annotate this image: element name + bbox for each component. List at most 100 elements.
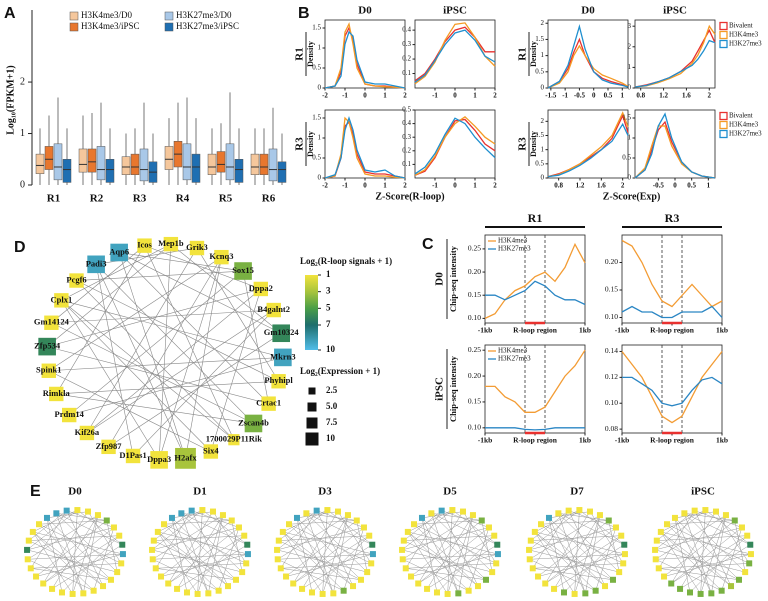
plot-frame — [621, 344, 723, 434]
edge — [589, 511, 624, 564]
edge — [426, 514, 474, 590]
edge — [27, 514, 99, 560]
series-line — [634, 24, 716, 88]
node — [582, 590, 589, 597]
edge — [532, 563, 624, 569]
edge — [447, 515, 474, 595]
box — [121, 156, 131, 175]
edge — [441, 510, 479, 587]
edge — [530, 535, 622, 541]
edge — [528, 527, 617, 551]
node — [616, 569, 623, 576]
node — [107, 576, 114, 583]
node — [408, 573, 415, 580]
edge — [421, 517, 459, 594]
edge — [407, 509, 453, 533]
edge — [51, 309, 274, 324]
node — [94, 512, 101, 519]
node — [369, 541, 376, 548]
edge — [196, 247, 279, 382]
node — [526, 556, 533, 563]
node — [27, 565, 34, 572]
node — [565, 507, 572, 514]
x-tick-label: 1.6 — [682, 92, 691, 100]
edge — [282, 531, 354, 587]
legend-label: H3K27me3 — [729, 40, 762, 48]
node-label: Gm10324 — [264, 327, 300, 337]
node — [87, 255, 105, 274]
node — [137, 238, 152, 253]
node — [335, 508, 342, 515]
y-tick-label: 1.5 — [535, 131, 544, 139]
node — [38, 337, 56, 356]
node — [364, 569, 371, 576]
node — [713, 508, 720, 515]
box — [164, 146, 174, 170]
box — [225, 143, 235, 181]
x-tick-label: R2 — [90, 193, 104, 205]
node — [728, 583, 735, 590]
node — [424, 585, 431, 592]
node — [110, 243, 128, 262]
edge — [282, 509, 328, 533]
edge — [35, 553, 124, 577]
node — [225, 583, 232, 590]
edge — [95, 264, 186, 459]
x-tick-label: 0.5 — [687, 182, 696, 190]
legend-label: H3K27me3 — [729, 130, 762, 138]
node — [43, 514, 50, 521]
x-tick-label: -2 — [322, 92, 328, 100]
series-line — [622, 376, 723, 407]
edge — [191, 510, 229, 587]
node-label: Zscan4b — [238, 417, 269, 427]
node — [188, 507, 195, 514]
node — [652, 546, 659, 553]
edge — [68, 270, 244, 416]
edge — [530, 510, 569, 541]
node-label: Kcnq3 — [209, 251, 233, 261]
edge — [61, 300, 160, 461]
y-tick-label: 1 — [318, 44, 322, 52]
node — [681, 510, 688, 517]
edge — [553, 544, 625, 590]
plot-frame — [634, 109, 716, 179]
edge — [660, 531, 732, 587]
y-tick-label: 0.5 — [535, 67, 544, 75]
node — [266, 302, 281, 318]
series-line — [547, 113, 629, 178]
node — [344, 512, 351, 519]
node — [529, 565, 536, 572]
node-label: Padi3 — [86, 258, 107, 268]
size-legend-square — [306, 417, 318, 429]
edge — [76, 280, 279, 382]
edge — [558, 513, 609, 521]
node — [368, 560, 375, 567]
y-axis-label: Chip-seq intensity — [448, 245, 458, 312]
node — [232, 576, 239, 583]
box — [78, 148, 88, 173]
node — [149, 546, 156, 553]
edge — [153, 510, 192, 541]
y-tick-label: 0.20 — [468, 267, 481, 276]
node — [747, 541, 754, 548]
node — [313, 507, 320, 514]
edge — [181, 513, 243, 573]
y-tick-label: 0.08 — [605, 424, 618, 433]
node — [290, 580, 297, 587]
node — [40, 580, 47, 587]
node — [54, 293, 69, 308]
y-axis-label: Density — [529, 41, 538, 67]
box — [268, 148, 278, 182]
column-title: D0 — [358, 5, 372, 17]
edge — [51, 544, 123, 590]
node — [215, 587, 222, 594]
colorbar-label: 7 — [326, 319, 331, 329]
node — [286, 521, 293, 528]
edge — [176, 544, 248, 590]
y-tick-label: 0.1 — [402, 160, 411, 168]
y-tick-label: 1.5 — [312, 24, 321, 32]
series-line — [414, 29, 496, 83]
y-tick-label: 1 — [541, 51, 545, 59]
node — [174, 585, 181, 592]
network-title: D7 — [570, 486, 584, 498]
